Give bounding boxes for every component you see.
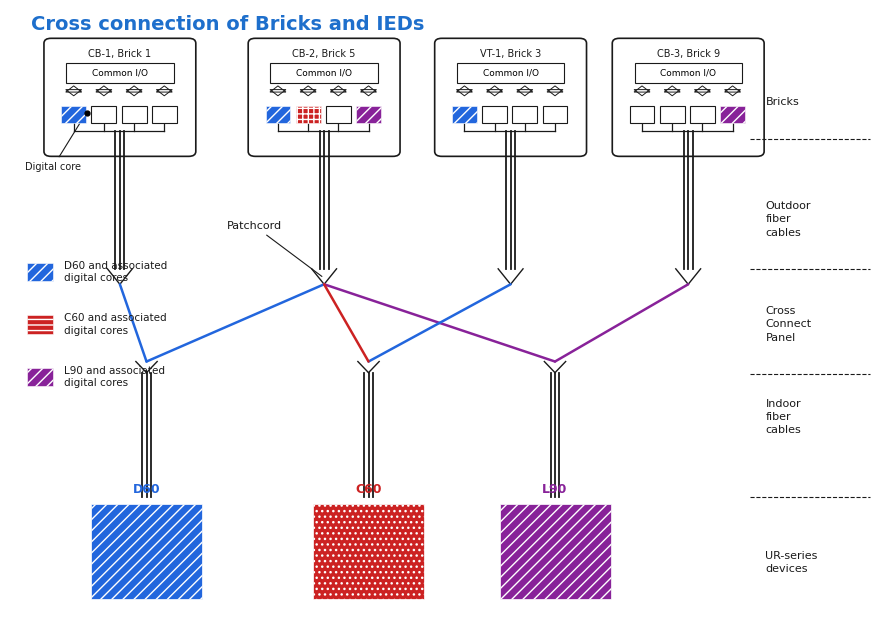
FancyBboxPatch shape [91, 504, 202, 599]
Text: CB-1, Brick 1: CB-1, Brick 1 [88, 49, 152, 59]
FancyBboxPatch shape [630, 106, 654, 123]
FancyBboxPatch shape [27, 315, 53, 334]
Text: Outdoor
fiber
cables: Outdoor fiber cables [765, 201, 811, 237]
FancyBboxPatch shape [271, 63, 377, 83]
FancyBboxPatch shape [91, 106, 116, 123]
FancyBboxPatch shape [27, 263, 53, 281]
FancyBboxPatch shape [612, 38, 764, 156]
FancyBboxPatch shape [296, 106, 321, 123]
FancyBboxPatch shape [434, 38, 586, 156]
FancyBboxPatch shape [660, 106, 685, 123]
Text: Common I/O: Common I/O [296, 69, 353, 77]
Text: Common I/O: Common I/O [91, 69, 148, 77]
FancyBboxPatch shape [152, 106, 177, 123]
Text: Common I/O: Common I/O [660, 69, 717, 77]
Text: C60: C60 [355, 483, 382, 496]
FancyBboxPatch shape [27, 368, 53, 386]
Text: D60: D60 [132, 483, 161, 496]
Text: CB-3, Brick 9: CB-3, Brick 9 [656, 49, 720, 59]
FancyBboxPatch shape [266, 106, 290, 123]
FancyBboxPatch shape [326, 106, 351, 123]
FancyBboxPatch shape [313, 504, 424, 599]
FancyBboxPatch shape [356, 106, 381, 123]
FancyBboxPatch shape [457, 63, 564, 83]
FancyBboxPatch shape [482, 106, 507, 123]
Text: Common I/O: Common I/O [482, 69, 539, 77]
Text: VT-1, Brick 3: VT-1, Brick 3 [480, 49, 541, 59]
Text: D60 and associated
digital cores: D60 and associated digital cores [64, 261, 167, 283]
FancyBboxPatch shape [44, 38, 195, 156]
Text: Digital core: Digital core [25, 116, 84, 172]
FancyBboxPatch shape [248, 38, 400, 156]
FancyBboxPatch shape [512, 106, 537, 123]
Text: L90 and associated
digital cores: L90 and associated digital cores [64, 366, 165, 388]
FancyBboxPatch shape [122, 106, 147, 123]
Text: Bricks: Bricks [765, 97, 799, 107]
FancyBboxPatch shape [543, 106, 567, 123]
Text: CB-2, Brick 5: CB-2, Brick 5 [292, 49, 356, 59]
Text: Indoor
fiber
cables: Indoor fiber cables [765, 399, 801, 435]
FancyBboxPatch shape [499, 504, 611, 599]
FancyBboxPatch shape [452, 106, 477, 123]
FancyBboxPatch shape [67, 63, 173, 83]
Text: Cross
Connect
Panel: Cross Connect Panel [765, 307, 812, 342]
FancyBboxPatch shape [635, 63, 741, 83]
FancyBboxPatch shape [61, 106, 86, 123]
Text: Patchcord: Patchcord [226, 221, 321, 276]
Text: L90: L90 [543, 483, 567, 496]
Text: UR-series
devices: UR-series devices [765, 551, 818, 574]
Text: C60 and associated
digital cores: C60 and associated digital cores [64, 313, 167, 336]
FancyBboxPatch shape [720, 106, 745, 123]
Text: Cross connection of Bricks and IEDs: Cross connection of Bricks and IEDs [31, 15, 424, 35]
FancyBboxPatch shape [690, 106, 715, 123]
